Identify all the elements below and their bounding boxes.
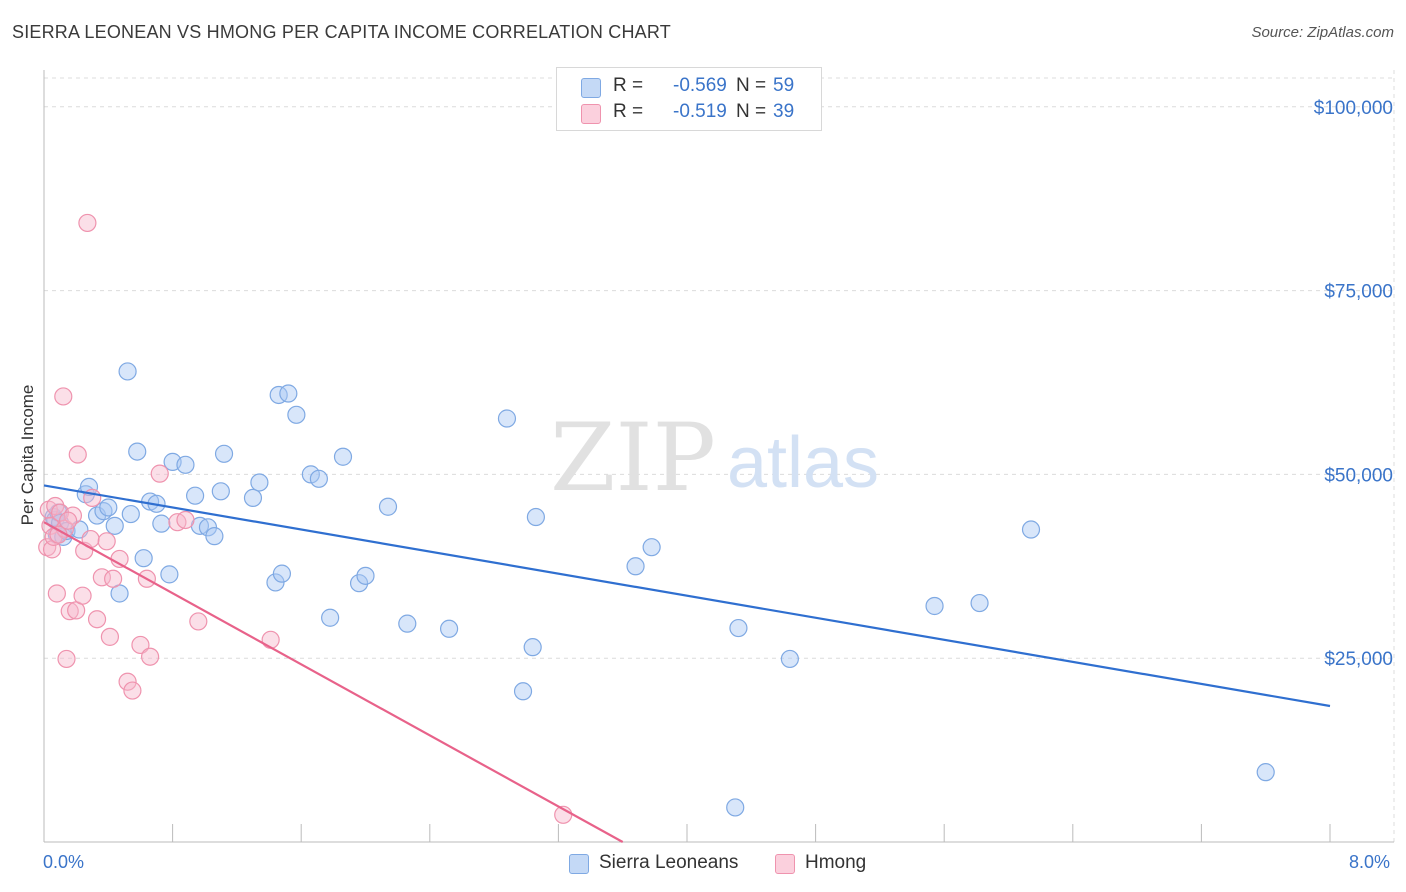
x-tick-label-max: 8.0%	[1349, 852, 1391, 872]
data-point	[333, 447, 353, 466]
data-point	[780, 649, 799, 669]
watermark: ZIP atlas	[550, 404, 879, 513]
data-point	[104, 569, 123, 588]
data-point	[279, 384, 298, 403]
data-point	[131, 635, 150, 655]
y-tick-label: $50,000	[1324, 465, 1393, 486]
data-point	[54, 387, 73, 406]
data-point	[97, 532, 116, 551]
data-point	[309, 469, 328, 488]
data-point	[356, 566, 375, 585]
data-point	[123, 681, 142, 700]
legend-swatch-blue	[581, 78, 601, 98]
y-tick-label: $25,000	[1324, 649, 1393, 670]
data-point	[176, 455, 195, 474]
legend-n-label: N =	[736, 75, 767, 96]
data-point	[150, 464, 169, 483]
data-point	[60, 602, 79, 621]
data-point	[186, 486, 205, 505]
legend-n-value: 39	[773, 101, 795, 122]
data-point	[321, 608, 340, 627]
y-tick-label: $100,000	[1314, 98, 1393, 119]
data-points	[38, 213, 1275, 824]
data-point	[73, 586, 92, 605]
data-point	[398, 614, 417, 633]
data-point	[626, 557, 645, 576]
legend-r-label: R =	[613, 101, 644, 122]
correlation-legend: R = -0.569 N = 59 R = -0.519 N = 39	[556, 67, 822, 131]
data-point	[68, 445, 87, 464]
series-label: Hmong	[805, 852, 867, 873]
y-tick-labels: $25,000 $50,000 $75,000 $100,000	[1314, 98, 1393, 670]
data-point	[57, 649, 76, 669]
data-point	[99, 498, 118, 517]
data-point	[378, 497, 398, 516]
series-points-hmong	[38, 213, 573, 824]
data-point	[439, 619, 459, 638]
data-point	[287, 405, 306, 424]
data-point	[79, 477, 99, 496]
data-point	[128, 442, 147, 461]
data-point	[176, 510, 195, 530]
data-point	[1256, 763, 1275, 782]
data-point	[243, 488, 263, 508]
series-label: Sierra Leoneans	[599, 852, 739, 873]
data-point	[269, 385, 288, 405]
data-point	[526, 507, 545, 527]
y-tick-label: $75,000	[1324, 282, 1393, 303]
source-label: Source: ZipAtlas.com	[1251, 24, 1394, 41]
data-point	[134, 549, 153, 568]
data-point	[497, 409, 517, 428]
data-point	[214, 444, 234, 463]
trend-lines	[43, 484, 1331, 843]
data-point	[726, 798, 745, 817]
chart-title: SIERRA LEONEAN VS HMONG PER CAPITA INCOM…	[12, 22, 671, 42]
data-point	[47, 584, 66, 603]
legend-n-value: 59	[773, 75, 795, 96]
axes	[43, 70, 1394, 843]
y-axis-label: Per Capita Income	[18, 384, 37, 526]
data-point	[118, 362, 137, 381]
data-point	[140, 647, 160, 666]
data-point	[925, 596, 944, 616]
data-point	[513, 682, 533, 701]
grid-lines	[44, 70, 1395, 842]
data-point	[205, 527, 224, 546]
series-swatch-blue	[569, 854, 589, 874]
data-point	[970, 593, 989, 613]
data-point	[87, 610, 107, 629]
trend-line-sierra-leoneans	[43, 484, 1331, 708]
data-point	[78, 213, 97, 233]
data-point	[63, 506, 83, 525]
data-point	[1021, 520, 1041, 539]
legend-r-value: -0.569	[673, 75, 727, 96]
data-point	[121, 504, 140, 524]
watermark-zip: ZIP	[550, 404, 716, 513]
legend-n-label: N =	[736, 101, 767, 122]
series-swatch-pink	[775, 854, 795, 874]
data-point	[118, 672, 137, 691]
legend-r-label: R =	[613, 75, 644, 96]
data-point	[272, 564, 292, 583]
data-point	[211, 482, 230, 501]
data-point	[729, 618, 748, 638]
data-point	[261, 630, 280, 649]
legend-swatch-pink	[581, 104, 601, 124]
watermark-atlas: atlas	[727, 423, 879, 503]
data-point	[523, 638, 542, 657]
x-tick-label-min: 0.0%	[43, 852, 85, 872]
data-point	[349, 574, 369, 593]
data-point	[100, 627, 120, 646]
trend-line-hmong	[43, 521, 624, 843]
data-point	[105, 516, 124, 535]
data-point	[642, 538, 661, 557]
data-point	[160, 565, 179, 584]
data-point	[152, 514, 171, 533]
data-point	[59, 511, 78, 530]
legend-r-value: -0.519	[673, 101, 727, 122]
data-point	[189, 612, 208, 631]
data-point	[250, 473, 269, 492]
